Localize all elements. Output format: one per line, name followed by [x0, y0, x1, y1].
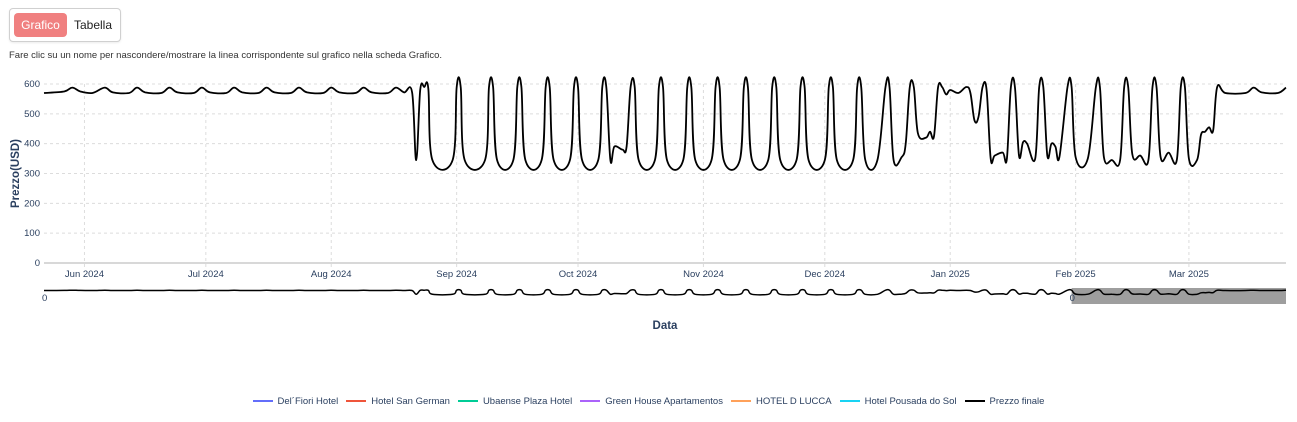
legend-label: Green House Apartamentos: [605, 396, 723, 407]
legend-item[interactable]: Hotel Pousada do Sol: [839, 396, 957, 407]
legend-swatch: [730, 400, 751, 403]
legend-item[interactable]: Prezzo finale: [964, 396, 1045, 407]
legend-swatch: [346, 400, 367, 403]
y-tick-labels: 0 100 200 300 400 500 600: [24, 79, 40, 269]
x-tick-label: Oct 2024: [559, 269, 598, 280]
series-line-prezzo-finale[interactable]: [43, 76, 1287, 171]
y-axis-title: Prezzo(USD): [10, 139, 22, 208]
range-slider-line: [43, 288, 1287, 296]
view-tabs: Grafico Tabella: [9, 8, 121, 42]
legend-label: Prezzo finale: [989, 396, 1045, 407]
x-tick-label: Dec 2024: [804, 269, 845, 280]
legend-swatch: [580, 400, 601, 403]
y-gridlines: [44, 83, 1286, 234]
x-axis-title: Data: [653, 320, 679, 332]
x-tick-label: Jan 2025: [931, 269, 970, 280]
range-slider-handle-left[interactable]: 0: [42, 293, 47, 304]
x-tick-label: Feb 2025: [1056, 269, 1096, 280]
y-tick-label: 100: [24, 228, 40, 239]
x-gridlines: [83, 84, 1190, 268]
legend-label: Hotel San German: [371, 396, 450, 407]
legend-label: Del´Fiori Hotel: [277, 396, 339, 407]
legend-item[interactable]: Del´Fiori Hotel: [252, 396, 339, 407]
x-tick-label: Sep 2024: [436, 269, 477, 280]
x-tick-label: Mar 2025: [1169, 269, 1209, 280]
chart-legend: Del´Fiori Hotel Hotel San German Ubaense P…: [0, 396, 1297, 407]
x-tick-label: Jul 2024: [188, 269, 224, 280]
legend-label: HOTEL D LUCCA: [755, 396, 832, 407]
legend-swatch: [457, 400, 478, 403]
y-tick-label: 0: [35, 258, 40, 269]
legend-label: Hotel Pousada do Sol: [864, 396, 957, 407]
range-slider[interactable]: 0 0: [42, 288, 1287, 304]
legend-item[interactable]: Ubaense Plaza Hotel: [457, 396, 573, 407]
x-tick-label: Jun 2024: [65, 269, 104, 280]
y-tick-label: 200: [24, 198, 40, 209]
y-tick-label: 500: [24, 109, 40, 120]
tab-tabella[interactable]: Tabella: [73, 18, 113, 32]
legend-swatch: [839, 400, 860, 403]
legend-label: Ubaense Plaza Hotel: [482, 396, 573, 407]
tab-grafico[interactable]: Grafico: [14, 13, 67, 37]
range-slider-handle-right[interactable]: 0: [1070, 293, 1075, 304]
legend-item[interactable]: Hotel San German: [346, 396, 450, 407]
legend-item[interactable]: HOTEL D LUCCA: [730, 396, 832, 407]
x-tick-labels: Jun 2024 Jul 2024 Aug 2024 Sep 2024 Oct 2024…: [65, 269, 1209, 280]
range-slider-selection[interactable]: [1071, 288, 1286, 304]
instruction-text: Fare clic su un nome per nascondere/most…: [9, 50, 443, 61]
x-tick-label: Nov 2024: [683, 269, 724, 280]
y-tick-label: 300: [24, 169, 40, 180]
y-tick-label: 600: [24, 79, 40, 90]
y-tick-label: 400: [24, 139, 40, 150]
legend-swatch: [964, 400, 985, 403]
legend-swatch: [252, 400, 273, 403]
x-tick-label: Aug 2024: [311, 269, 352, 280]
legend-item[interactable]: Green House Apartamentos: [580, 396, 723, 407]
